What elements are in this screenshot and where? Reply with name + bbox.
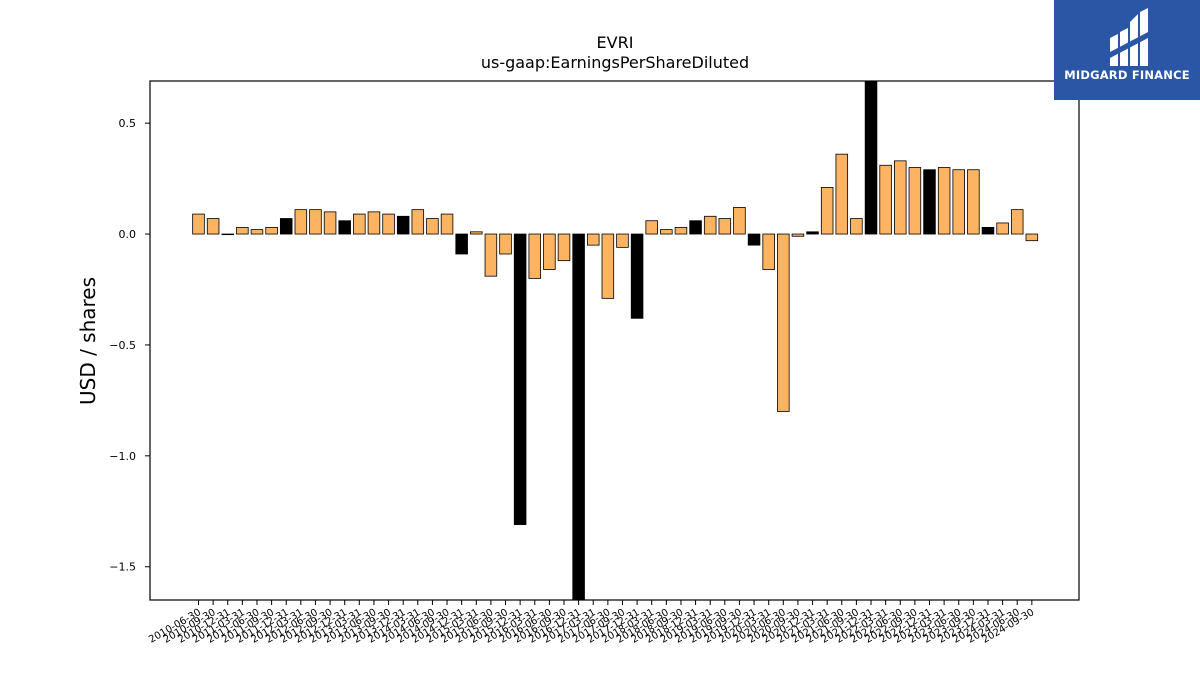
chart-subtitle: us-gaap:EarningsPerShareDiluted [481,53,749,72]
midgard-logo-icon [1110,8,1148,66]
bar-2015-06-30 [484,233,498,277]
bar-2011-03-31 [236,226,249,235]
bar-2020-03-31 [762,233,775,270]
bar-2015-12-31 [513,233,527,525]
bar-2020-12-31 [806,231,819,235]
bars-group [192,80,1039,601]
bar-2014-12-31 [455,233,468,255]
y-axis-label: USD / shares [76,277,100,405]
bar-2010-06-30 [192,213,205,235]
bar-2016-09-30 [557,233,571,262]
logo-text: MIDGARD FINANCE [1064,68,1190,82]
bar-2011-09-30 [265,226,278,235]
bar-2021-06-30 [835,153,849,235]
bar-2015-09-30 [499,233,512,255]
bar-2023-06-30 [952,169,965,235]
y-tick-label: 0.0 [119,228,137,241]
bar-2013-09-30 [382,213,395,235]
bar-2022-12-31 [923,169,936,235]
bar-2023-12-31 [981,226,995,235]
plot-frame [149,80,1080,601]
bar-2013-03-31 [353,213,366,235]
bar-2012-03-31 [294,209,308,235]
y-tick-label: −0.5 [109,339,136,352]
bar-2019-09-30 [733,207,746,235]
bar-2024-09-30 [1025,233,1039,242]
bar-2012-12-31 [338,220,351,235]
y-tick-label: 0.5 [119,117,137,130]
bar-2017-03-31 [586,233,600,246]
bar-2023-09-30 [967,169,980,235]
bar-2015-03-31 [470,231,483,235]
bar-2024-06-30 [1010,209,1024,235]
bar-2019-12-31 [747,233,761,246]
bar-2016-03-31 [528,233,542,279]
bar-2018-12-31 [689,220,702,235]
chart-title: EVRI [597,33,634,52]
bar-2021-09-30 [850,218,863,235]
bar-2018-06-30 [660,229,673,235]
bar-2014-09-30 [440,213,454,235]
bar-2010-12-31 [221,233,234,236]
y-tick-label: −1.0 [109,450,136,463]
bar-2019-06-30 [718,218,732,235]
bar-2017-12-31 [630,233,644,319]
bar-2020-09-30 [791,233,805,237]
bar-2013-12-31 [396,215,410,235]
y-axis-ticks: 0.5 0.0 −0.5 −1.0 −1.5 [109,117,150,574]
bar-2012-06-30 [309,209,322,235]
bar-2019-03-31 [703,215,717,235]
bar-2011-12-31 [279,218,293,235]
bar-2020-06-30 [777,233,790,412]
brand-logo: MIDGARD FINANCE [1054,0,1200,100]
x-axis-ticks: 2010-06-302010-09-302010-12-312011-03-31… [147,600,1036,646]
bar-2014-06-30 [426,218,439,235]
bar-2021-03-31 [820,187,834,235]
bar-2016-06-30 [543,233,556,270]
y-tick-label: −1.5 [109,561,136,574]
bar-2017-09-30 [616,233,629,248]
bar-2022-09-30 [908,167,922,235]
bar-2021-12-31 [864,80,878,235]
bar-2022-03-31 [879,164,892,235]
bar-2011-06-30 [250,229,264,235]
bar-2010-09-30 [206,218,220,235]
bar-2017-06-30 [601,233,615,299]
bar-2018-09-30 [674,226,688,235]
bar-2013-06-30 [367,211,381,235]
bar-2022-06-30 [894,160,907,235]
bar-2016-12-31 [572,233,585,601]
bar-2023-03-31 [937,167,951,235]
bar-2012-09-30 [323,211,337,235]
bar-2014-03-31 [411,209,425,235]
bar-2024-03-31 [996,222,1009,235]
bar-2018-03-31 [645,220,658,235]
